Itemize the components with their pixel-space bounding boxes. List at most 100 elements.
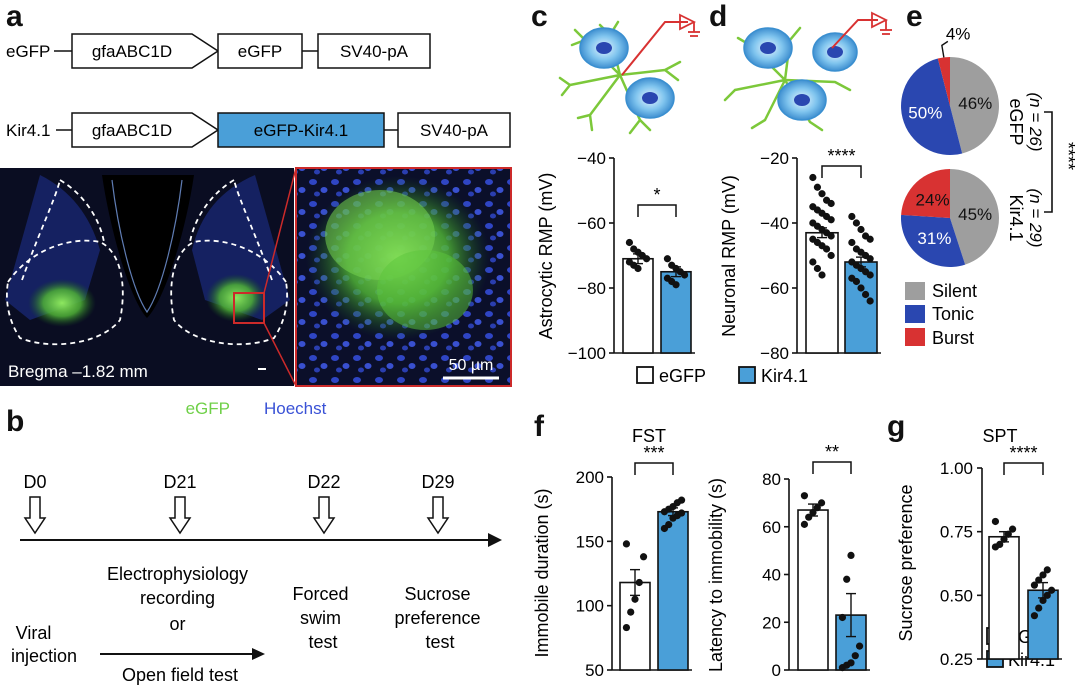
y-tick-label: 0.75 xyxy=(940,523,973,542)
y-tick-label: 0 xyxy=(772,661,781,680)
data-point xyxy=(677,496,686,504)
construct-egfp: eGFP gfaABC1D eGFP SV40-pA xyxy=(6,33,431,69)
legend-label-egfp: eGFP xyxy=(659,366,706,386)
construct-kir-polya: SV40-pA xyxy=(420,121,489,140)
panel-label-g: g xyxy=(887,410,906,443)
data-point xyxy=(866,235,874,243)
pie-group-n: (n = 29) xyxy=(1026,188,1045,247)
construct-egfp-name: eGFP xyxy=(6,42,50,61)
egfp-expression xyxy=(28,279,96,327)
data-point xyxy=(817,499,826,507)
construct-kir-promoter: gfaABC1D xyxy=(92,121,172,140)
polya-box xyxy=(317,33,431,69)
construct-egfp-polya: SV40-pA xyxy=(340,42,409,61)
legend-swatch-silent xyxy=(905,282,925,300)
pie-chart-kir41: 45% 31% 24% xyxy=(901,169,999,267)
panel-label-e: e xyxy=(906,0,923,33)
pie-slice-burst xyxy=(937,57,950,106)
data-point xyxy=(843,575,851,583)
data-point xyxy=(1035,604,1043,612)
data-point xyxy=(848,238,856,247)
y-axis-label: Immobile duration (s) xyxy=(532,488,552,657)
astrocyte-recording-illustration xyxy=(558,13,700,135)
y-tick-label: 150 xyxy=(576,532,604,551)
y-tick-label: 40 xyxy=(762,566,781,585)
pie-callout-line xyxy=(941,40,949,58)
data-point xyxy=(813,264,822,273)
bar-chart-g: 0.25 0.50 0.75 1.00 Sucrose preference SPT***… xyxy=(896,426,1062,669)
egfp-expression xyxy=(206,274,266,322)
pie-significance-bracket xyxy=(1044,111,1053,213)
data-point xyxy=(1039,571,1047,579)
zoom-region-box xyxy=(233,292,265,324)
pie-chart-egfp: 46% 50% 4% xyxy=(901,24,999,155)
pie-slice-label: 50% xyxy=(908,103,942,122)
data-point xyxy=(625,238,634,247)
step-ephys: Electrophysiology recording or Open fiel… xyxy=(107,564,253,685)
data-point xyxy=(809,508,817,517)
legend-label-tonic: Tonic xyxy=(932,304,974,324)
y-tick-label: 200 xyxy=(576,468,604,487)
data-point xyxy=(827,216,835,224)
gene-box-kir41 xyxy=(217,112,385,148)
bar-chart-d: −80 −60 −40 −20 Neuronal RMP (mV) **** xyxy=(719,146,881,363)
data-point xyxy=(818,190,826,198)
data-point xyxy=(663,255,672,263)
data-point xyxy=(622,540,631,548)
data-point xyxy=(1047,586,1056,594)
construct-egfp-gene: eGFP xyxy=(238,42,282,61)
step-viral: Viral injection xyxy=(11,623,77,666)
pie-slice-tonic xyxy=(901,58,963,155)
y-tick-label: −60 xyxy=(760,279,789,298)
data-point xyxy=(627,608,635,616)
data-point xyxy=(861,290,870,299)
step-spt: Sucrose preference test xyxy=(394,584,485,652)
day-arrow-icon xyxy=(312,496,336,535)
day-d21: D21 xyxy=(163,472,197,535)
pie-legend: Silent Tonic Burst xyxy=(905,281,977,348)
data-point xyxy=(642,255,651,263)
data-point xyxy=(857,284,865,292)
legend-cd: eGFP Kir4.1 xyxy=(636,366,808,386)
y-tick-label: 80 xyxy=(762,470,781,489)
pie-slice-silent xyxy=(950,57,999,154)
y-tick-label: −20 xyxy=(760,149,789,168)
panel-label-f: f xyxy=(534,410,544,443)
pie-group-name: Kir4.1 xyxy=(1006,194,1026,241)
data-point xyxy=(813,504,821,512)
y-tick-label: 50 xyxy=(585,661,604,680)
significance-marker: **** xyxy=(1009,443,1037,463)
bar-chart-f1: 50 100 150 200 Immobile duration (s) FST*** xyxy=(532,426,692,680)
stain-egfp-label: eGFP xyxy=(186,399,230,418)
day-label: D0 xyxy=(23,472,46,492)
y-tick-label: −40 xyxy=(760,214,789,233)
data-point xyxy=(665,521,673,529)
significance-marker: * xyxy=(653,185,660,205)
pie-group-n: (n = 26) xyxy=(1026,92,1045,151)
data-point xyxy=(635,578,643,587)
data-point xyxy=(866,255,874,263)
construct-egfp-promoter: gfaABC1D xyxy=(92,42,172,61)
significance-bracket xyxy=(1003,462,1044,475)
y-tick-label: 100 xyxy=(576,597,604,616)
panel-label-b: b xyxy=(6,405,25,438)
legend-swatch-egfp xyxy=(636,366,654,384)
data-point xyxy=(857,225,865,234)
significance-marker: *** xyxy=(643,443,664,463)
data-point xyxy=(838,613,847,622)
legend-label-burst: Burst xyxy=(932,328,974,348)
legend-swatch-kir41 xyxy=(738,366,756,384)
y-tick-label: 20 xyxy=(762,613,781,632)
data-point xyxy=(991,517,1000,526)
data-point xyxy=(677,509,686,517)
data-point xyxy=(1004,530,1012,538)
bar-kir41 xyxy=(657,510,689,671)
panel-label-a: a xyxy=(6,0,23,33)
legend-swatch-burst xyxy=(905,328,925,346)
data-point xyxy=(827,232,835,240)
day-arrow-icon xyxy=(426,496,450,535)
y-axis-label: Neuronal RMP (mV) xyxy=(719,175,739,337)
data-point xyxy=(1039,596,1047,605)
y-axis-label: Latency to immobility (s) xyxy=(706,478,726,672)
data-point xyxy=(827,251,835,260)
